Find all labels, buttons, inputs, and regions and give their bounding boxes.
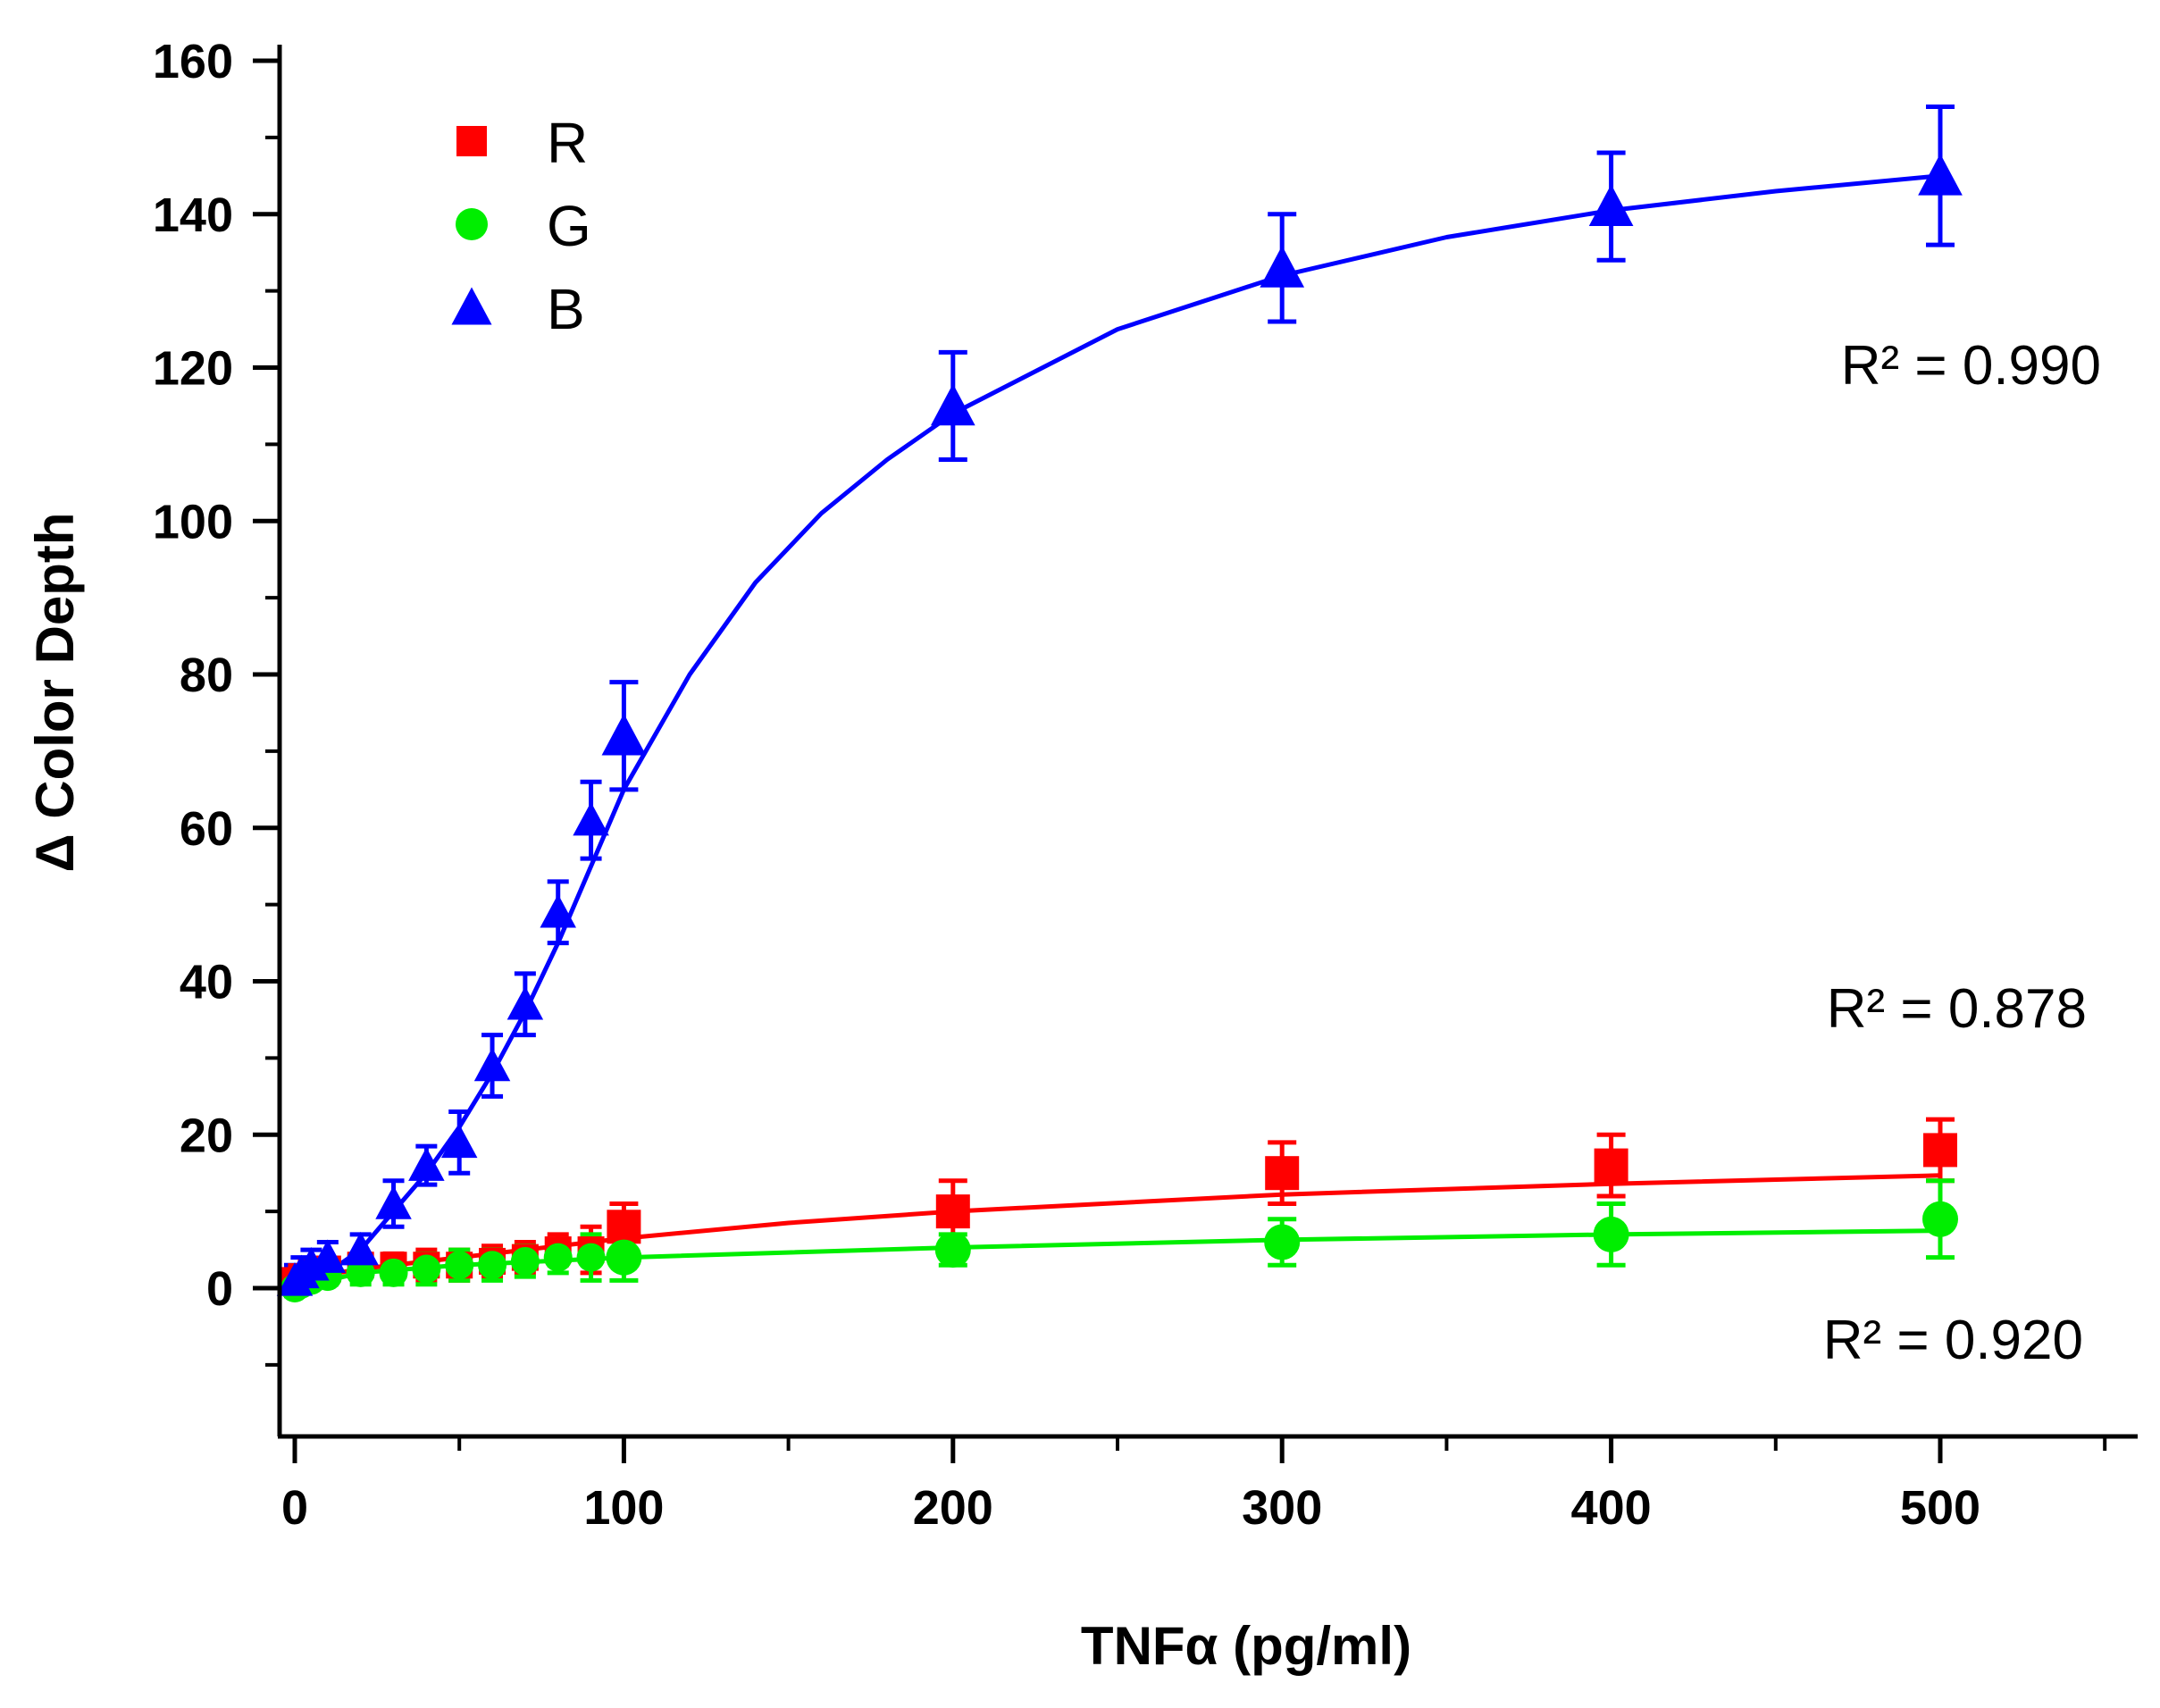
data-point-g	[576, 1243, 606, 1272]
data-point-g	[445, 1251, 474, 1280]
data-point-r	[1265, 1156, 1300, 1191]
y-tick-label: 100	[153, 495, 233, 548]
data-point-b	[573, 801, 609, 836]
x-tick-label: 300	[1242, 1481, 1322, 1535]
data-point-g	[934, 1232, 971, 1268]
fit-curve-b	[292, 173, 1943, 1291]
fit-curves	[292, 173, 1943, 1291]
data-point-g	[543, 1243, 573, 1272]
data-point-b	[408, 1147, 445, 1181]
tick-labels: 0 20 40 60 80 100 120 140 160 0 100 200 300 400 500	[153, 35, 1980, 1535]
data-point-b	[473, 1047, 511, 1082]
data-point-g	[1922, 1201, 1958, 1237]
data-point-g	[379, 1258, 408, 1287]
y-tick-label: 160	[153, 35, 233, 88]
legend-item-g: G	[456, 194, 591, 258]
legend-marker-r	[456, 126, 487, 156]
x-tick-label: 0	[281, 1481, 308, 1535]
legend-marker-b	[451, 287, 492, 325]
data-point-b	[309, 1239, 347, 1273]
data-point-b	[375, 1185, 412, 1219]
data-point-g	[1593, 1216, 1629, 1252]
r-squared-g: R² = 0.920	[1823, 1310, 2083, 1371]
y-tick-label: 60	[180, 802, 233, 856]
legend-label-b: B	[547, 277, 585, 341]
axes	[253, 45, 2138, 1463]
fit-curve-r	[292, 1173, 1943, 1283]
legend-item-r: R	[456, 111, 588, 175]
data-point-b	[1588, 184, 1634, 227]
data-point-g	[1264, 1224, 1301, 1260]
legend-marker-g	[456, 208, 488, 240]
data-point-g	[346, 1258, 375, 1287]
data-point-g	[478, 1251, 507, 1280]
x-axis-title: TNFα (pg/ml)	[1081, 1616, 1411, 1676]
y-tick-label: 40	[180, 956, 233, 1009]
data-point-b	[342, 1231, 379, 1266]
y-tick-label: 140	[153, 188, 233, 242]
legend-label-g: G	[547, 194, 591, 258]
data-point-b	[1918, 153, 1963, 196]
data-point-r	[1594, 1148, 1628, 1183]
legend-label-r: R	[547, 111, 588, 175]
data-point-r	[607, 1210, 641, 1244]
data-point-b	[540, 893, 576, 928]
data-point-g	[412, 1254, 441, 1284]
r-squared-r: R² = 0.878	[1827, 978, 2087, 1040]
data-point-g	[510, 1246, 540, 1276]
data-point-g	[606, 1239, 642, 1276]
y-tick-label: 80	[180, 649, 233, 702]
legend-item-b: B	[451, 277, 585, 341]
error-bars	[284, 105, 1955, 1299]
data-point-r	[1923, 1133, 1957, 1168]
fit-curve-g	[292, 1228, 1943, 1291]
x-tick-label: 200	[913, 1481, 993, 1535]
x-tick-label: 100	[583, 1481, 664, 1535]
r-squared-b: R² = 0.990	[1841, 335, 2101, 397]
data-markers	[276, 153, 1963, 1302]
x-tick-label: 400	[1571, 1481, 1652, 1535]
legend: RGB	[451, 111, 591, 341]
data-point-b	[601, 713, 647, 756]
y-tick-label: 0	[206, 1262, 233, 1316]
data-point-b	[507, 986, 544, 1020]
y-tick-label: 20	[180, 1109, 233, 1162]
data-point-r	[935, 1194, 970, 1229]
x-tick-label: 500	[1900, 1481, 1980, 1535]
data-point-b	[930, 383, 975, 426]
y-tick-label: 120	[153, 342, 233, 396]
y-axis-title: Δ Color Depth	[25, 512, 85, 872]
data-point-b	[440, 1124, 478, 1159]
r-squared-labels: R² = 0.878 R² = 0.920 R² = 0.990	[1823, 335, 2101, 1371]
data-point-b	[1260, 246, 1305, 288]
